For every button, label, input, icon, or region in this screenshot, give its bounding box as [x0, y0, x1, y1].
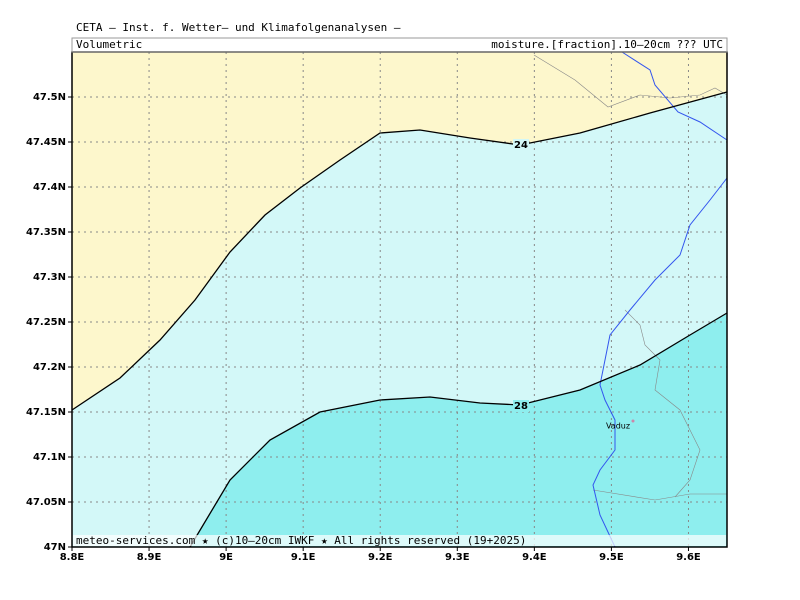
contour-label: 24	[514, 140, 528, 151]
y-tick-label: 47.05N	[26, 497, 66, 508]
label-bg	[513, 139, 529, 151]
label-bg	[513, 400, 529, 412]
river	[621, 51, 728, 141]
y-tick-label: 47.35N	[26, 227, 66, 238]
x-tick-label: 9.2E	[368, 552, 393, 563]
x-tick-label: 9E	[219, 552, 233, 563]
y-tick-label: 47.25N	[26, 317, 66, 328]
header-box	[71, 37, 728, 53]
y-tick-label: 47.1N	[33, 452, 66, 463]
x-tick-label: 9.4E	[522, 552, 547, 563]
x-tick-label: 9.1E	[291, 552, 316, 563]
border	[533, 54, 728, 108]
y-tick-label: 47.3N	[33, 272, 66, 283]
high-region	[190, 313, 727, 547]
y-tick-label: 47.5N	[33, 92, 66, 103]
river	[592, 177, 728, 548]
y-tick-label: 47.2N	[33, 362, 66, 373]
x-tick-label: 9.3E	[445, 552, 470, 563]
border	[624, 309, 701, 498]
x-tick-label: 9.6E	[676, 552, 701, 563]
x-tick-label: 8.9E	[137, 552, 162, 563]
borders	[533, 51, 728, 548]
x-tick-label: 8.8E	[60, 552, 85, 563]
footer-bg	[73, 535, 726, 546]
contour-line	[71, 91, 728, 411]
y-tick-label: 47.15N	[26, 407, 66, 418]
y-tick-label: 47N	[44, 542, 66, 553]
y-tick-label: 47.45N	[26, 137, 66, 148]
place-dot	[631, 419, 635, 423]
y-tick-label: 47.4N	[33, 182, 66, 193]
contour-label: 28	[514, 401, 528, 412]
title: CETA — Inst. f. Wetter— und Klimafolgena…	[76, 21, 401, 34]
border	[592, 489, 727, 501]
x-tick-label: 9.5E	[599, 552, 624, 563]
subtitle-right: moisture.[fraction].10–20cm ??? UTC	[491, 38, 723, 51]
contour-line	[189, 312, 728, 548]
footer: meteo-services.com ★ (c)10–20cm IWKF ★ A…	[76, 534, 526, 547]
subtitle-left: Volumetric	[76, 38, 142, 51]
place-label: Vaduz	[606, 422, 630, 431]
